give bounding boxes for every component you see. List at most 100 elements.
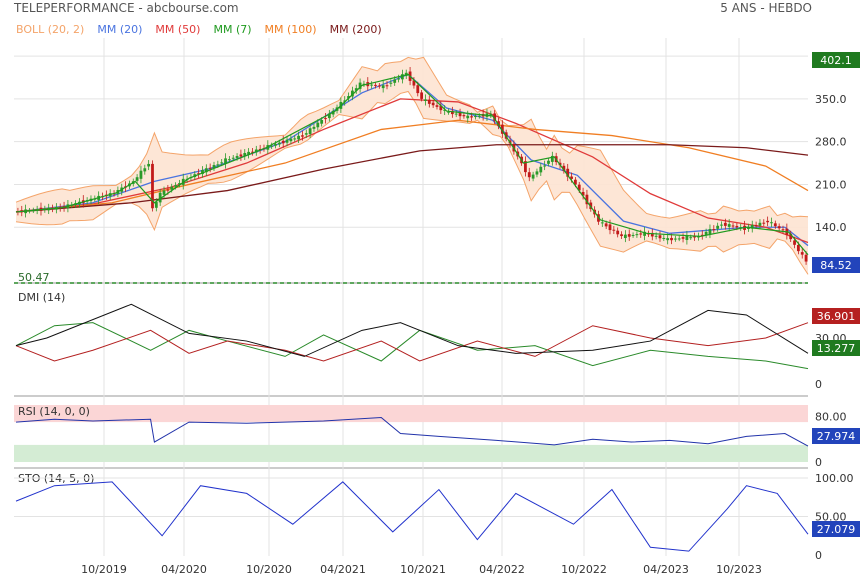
candle-body xyxy=(289,138,293,142)
candle-body xyxy=(531,174,535,179)
ma-line-50 xyxy=(15,98,809,244)
candle-body xyxy=(166,189,170,191)
candle-body xyxy=(758,222,762,226)
candle-body xyxy=(370,84,374,86)
candle-body xyxy=(351,90,354,97)
candle-body xyxy=(251,151,254,153)
candle-body xyxy=(677,238,681,240)
candle-body xyxy=(650,232,654,237)
candle-body xyxy=(293,138,297,140)
candle-body xyxy=(381,85,385,89)
candle-body xyxy=(604,223,608,227)
ma-line-20 xyxy=(15,73,809,247)
candle-body xyxy=(216,164,220,166)
candle-body xyxy=(458,112,462,117)
candle-body xyxy=(762,222,766,224)
candle-body xyxy=(731,225,735,227)
x-tick-label: 10/2021 xyxy=(400,563,446,576)
candle-body xyxy=(573,179,577,185)
candle-body xyxy=(612,229,616,231)
candle-body xyxy=(277,142,281,145)
x-tick-label: 10/2022 xyxy=(561,563,607,576)
candle-body xyxy=(654,235,658,237)
candle-body xyxy=(224,158,227,164)
x-tick-label: 04/2020 xyxy=(161,563,207,576)
candle-body xyxy=(270,145,274,147)
x-tick-label: 04/2023 xyxy=(643,563,689,576)
candle-body xyxy=(493,113,497,121)
sto-tick: 50.00 xyxy=(815,511,847,524)
x-tick-label: 10/2019 xyxy=(81,563,127,576)
candle-body xyxy=(174,185,177,187)
candle-body xyxy=(412,80,416,86)
candle-body xyxy=(562,165,566,171)
rsi-tick: 80.00 xyxy=(815,410,847,423)
candle-body xyxy=(681,237,685,239)
candle-body xyxy=(543,165,547,167)
dmi-tick-0: 0 xyxy=(815,378,822,391)
candle-body xyxy=(158,192,162,203)
chart-period: 5 ANS - HEBDO xyxy=(720,1,812,15)
candle-body xyxy=(608,224,612,231)
candle-body xyxy=(393,79,397,83)
candle-body xyxy=(177,183,181,185)
candle-body xyxy=(347,96,350,99)
x-tick-label: 04/2022 xyxy=(479,563,525,576)
candle-body xyxy=(739,227,743,229)
candle-body xyxy=(162,190,166,195)
candle-body xyxy=(766,220,770,223)
sto-tick: 0 xyxy=(815,549,822,562)
candle-body xyxy=(689,237,693,239)
candle-body xyxy=(670,237,673,241)
dmi-line-2 xyxy=(15,303,809,357)
candle-body xyxy=(147,163,151,167)
rsi-title: RSI (14, 0, 0) xyxy=(18,405,90,418)
candle-body xyxy=(327,113,331,119)
candle-body xyxy=(800,252,804,255)
ma-line-7 xyxy=(15,73,809,256)
candle-body xyxy=(754,225,758,227)
last-price-badge-bg xyxy=(812,52,860,68)
x-tick-label: 10/2020 xyxy=(246,563,292,576)
candle-body xyxy=(704,231,708,235)
candle-body xyxy=(416,85,420,94)
candle-body xyxy=(301,135,304,137)
y-tick-label: 210.0 xyxy=(815,178,847,191)
candle-body xyxy=(397,78,400,80)
candle-body xyxy=(420,92,424,99)
rsi-value-badge-bg xyxy=(812,428,860,444)
candle-body xyxy=(600,222,604,224)
candle-body xyxy=(274,143,277,146)
y-tick-label: 140.0 xyxy=(815,221,847,234)
candle-body xyxy=(770,222,773,224)
candle-body xyxy=(385,85,389,87)
candle-body xyxy=(497,121,500,126)
candle-body xyxy=(431,102,435,106)
legend-item: MM (50) xyxy=(155,23,201,36)
candle-body xyxy=(685,235,689,241)
candle-body xyxy=(297,135,300,140)
candle-body xyxy=(427,99,431,104)
candle-body xyxy=(201,170,204,175)
rsi-overbought-zone xyxy=(14,405,808,423)
candle-body xyxy=(254,149,258,153)
legend-item: MM (200) xyxy=(329,23,382,36)
rsi-oversold-zone xyxy=(14,444,808,462)
candle-body xyxy=(750,224,754,229)
candle-body xyxy=(154,202,158,208)
legend-item: MM (20) xyxy=(97,23,143,36)
dmi-title: DMI (14) xyxy=(18,291,65,304)
candle-body xyxy=(489,113,493,116)
candle-body xyxy=(477,115,481,117)
candle-body xyxy=(343,100,347,102)
candle-body xyxy=(781,229,785,231)
candle-body xyxy=(723,222,727,226)
candle-body xyxy=(585,194,589,205)
candle-body xyxy=(631,234,635,236)
x-tick-label: 10/2023 xyxy=(716,563,762,576)
candle-body xyxy=(777,226,781,229)
candle-body xyxy=(443,109,447,111)
candle-body xyxy=(354,88,358,91)
candle-body xyxy=(447,111,450,113)
